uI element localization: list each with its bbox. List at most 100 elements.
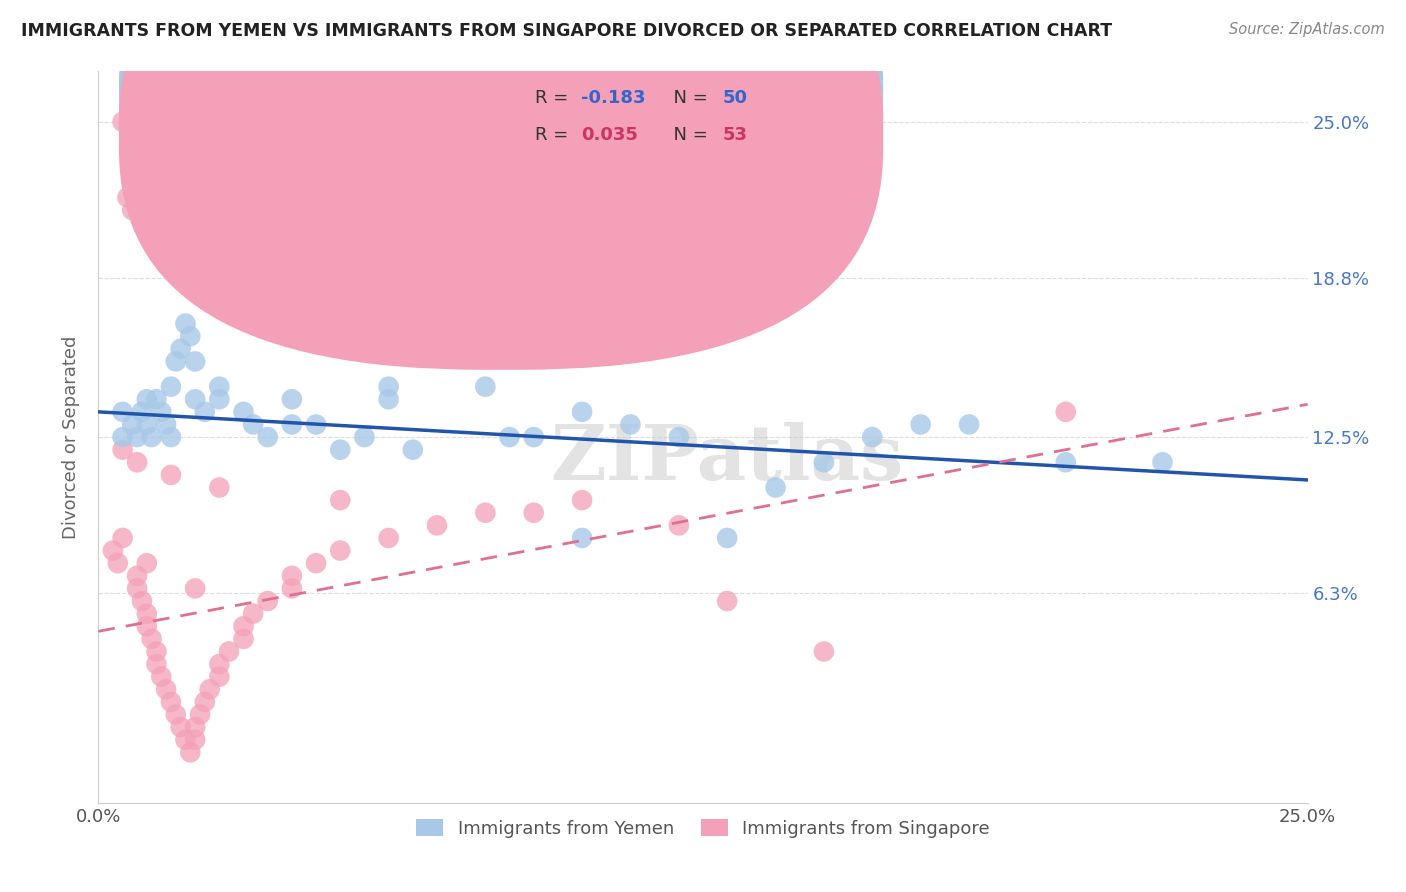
Point: [957, 417, 980, 432]
Point: [281, 582, 304, 596]
Point: [179, 329, 201, 343]
Text: Source: ZipAtlas.com: Source: ZipAtlas.com: [1229, 22, 1385, 37]
Point: [305, 556, 328, 570]
Point: [174, 317, 197, 331]
Text: 53: 53: [723, 126, 748, 144]
Text: 50: 50: [723, 89, 748, 107]
Point: [111, 405, 134, 419]
Point: [860, 430, 883, 444]
Point: [377, 379, 399, 393]
Point: [111, 442, 134, 457]
Text: ZIPatlas: ZIPatlas: [551, 422, 904, 496]
Point: [121, 417, 143, 432]
Point: [619, 417, 641, 432]
Point: [242, 417, 264, 432]
Point: [184, 732, 207, 747]
Point: [184, 392, 207, 407]
Point: [402, 442, 425, 457]
Point: [353, 430, 375, 444]
Point: [184, 354, 207, 368]
Point: [668, 430, 690, 444]
Point: [523, 430, 546, 444]
Point: [111, 115, 134, 129]
Point: [1054, 405, 1077, 419]
Point: [135, 417, 157, 432]
Point: [571, 531, 593, 545]
Point: [208, 670, 231, 684]
Point: [127, 582, 149, 596]
Point: [141, 632, 163, 646]
Point: [131, 405, 153, 419]
Point: [377, 392, 399, 407]
Point: [208, 379, 231, 393]
Text: N =: N =: [662, 89, 713, 107]
Point: [135, 619, 157, 633]
Point: [165, 354, 187, 368]
Point: [131, 594, 153, 608]
Text: 0.035: 0.035: [581, 126, 638, 144]
Point: [329, 543, 352, 558]
Point: [523, 506, 546, 520]
Point: [169, 342, 191, 356]
Point: [198, 682, 221, 697]
Point: [184, 720, 207, 734]
Point: [256, 190, 278, 204]
Point: [571, 493, 593, 508]
FancyBboxPatch shape: [467, 75, 763, 159]
Point: [208, 657, 231, 671]
Point: [160, 379, 183, 393]
Point: [150, 670, 173, 684]
Point: [160, 430, 183, 444]
Point: [208, 392, 231, 407]
Point: [813, 455, 835, 469]
Point: [101, 543, 124, 558]
Point: [107, 556, 129, 570]
Point: [141, 430, 163, 444]
Point: [127, 430, 149, 444]
Point: [232, 632, 254, 646]
Point: [498, 430, 520, 444]
Point: [194, 695, 217, 709]
Point: [184, 582, 207, 596]
Point: [160, 695, 183, 709]
Point: [121, 203, 143, 218]
Point: [242, 607, 264, 621]
Point: [150, 405, 173, 419]
Point: [135, 556, 157, 570]
Point: [145, 657, 167, 671]
Point: [813, 644, 835, 658]
Point: [145, 644, 167, 658]
Point: [135, 392, 157, 407]
Point: [155, 682, 177, 697]
Point: [716, 531, 738, 545]
Point: [145, 392, 167, 407]
Point: [668, 518, 690, 533]
Point: [155, 417, 177, 432]
Text: -0.183: -0.183: [581, 89, 645, 107]
Text: R =: R =: [534, 126, 574, 144]
Point: [218, 644, 240, 658]
Point: [127, 569, 149, 583]
Point: [474, 506, 496, 520]
Point: [329, 493, 352, 508]
Point: [169, 720, 191, 734]
Point: [910, 417, 932, 432]
Point: [256, 594, 278, 608]
Point: [194, 405, 217, 419]
FancyBboxPatch shape: [120, 0, 883, 334]
FancyBboxPatch shape: [120, 0, 883, 370]
Point: [165, 707, 187, 722]
Point: [232, 405, 254, 419]
Legend: Immigrants from Yemen, Immigrants from Singapore: Immigrants from Yemen, Immigrants from S…: [409, 812, 997, 845]
Point: [111, 430, 134, 444]
Text: IMMIGRANTS FROM YEMEN VS IMMIGRANTS FROM SINGAPORE DIVORCED OR SEPARATED CORRELA: IMMIGRANTS FROM YEMEN VS IMMIGRANTS FROM…: [21, 22, 1112, 40]
Point: [377, 531, 399, 545]
Text: N =: N =: [662, 126, 713, 144]
Point: [474, 379, 496, 393]
Y-axis label: Divorced or Separated: Divorced or Separated: [62, 335, 80, 539]
Point: [117, 190, 139, 204]
Point: [305, 417, 328, 432]
Point: [426, 253, 449, 268]
Point: [716, 594, 738, 608]
Point: [281, 569, 304, 583]
